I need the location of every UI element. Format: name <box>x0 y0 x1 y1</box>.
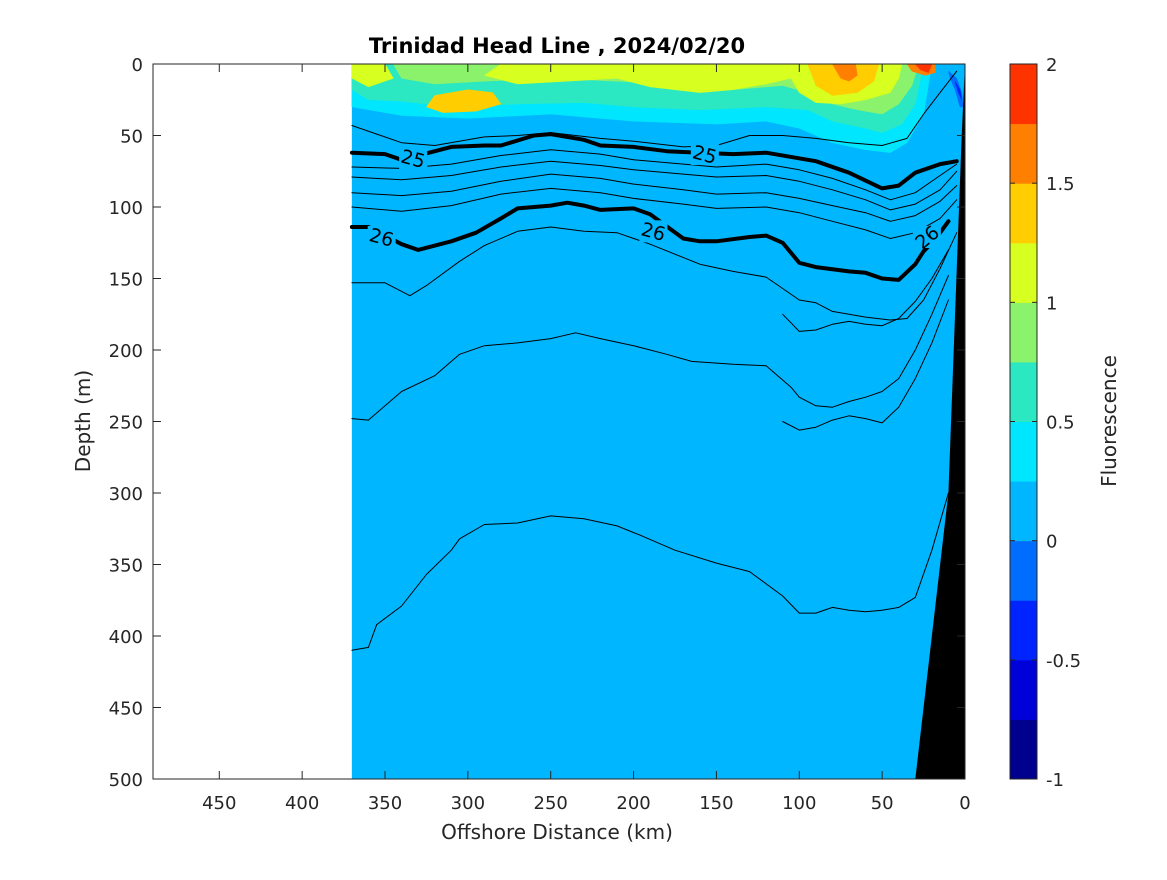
x-tick-label: 200 <box>616 793 650 814</box>
contour-label-bg <box>690 143 719 166</box>
isopycnal-line-8 <box>351 275 949 421</box>
fluorescence-fill-7 <box>832 64 858 82</box>
colorbar-tick-label: 1 <box>1046 293 1057 314</box>
y-tick-label: 450 <box>109 699 143 720</box>
colorbar-tick-label: 1.5 <box>1046 174 1075 195</box>
y-axis-label: Depth (m) <box>71 370 95 472</box>
colorbar-swatch <box>1010 600 1037 661</box>
colorbar: 2 1.5 1 0.5 0 -0.5 -1 <box>1009 55 1081 791</box>
x-tick-label: 0 <box>959 793 970 814</box>
colorbar-tick-label: 0.5 <box>1046 413 1075 434</box>
x-tick-label: 300 <box>451 793 485 814</box>
y-tick-label: 250 <box>109 413 143 434</box>
x-tick-label: 400 <box>285 793 319 814</box>
y-tick-label: 200 <box>109 341 143 362</box>
y-tick-label: 500 <box>109 770 143 791</box>
colorbar-tick-label: -1 <box>1046 770 1064 791</box>
colorbar-swatch <box>1010 421 1037 482</box>
isopycnal-26-line <box>349 200 951 282</box>
y-tick-label: 100 <box>109 198 143 219</box>
x-axis-label: Offshore Distance (km) <box>441 820 673 844</box>
y-tick-label: 50 <box>120 127 143 148</box>
colorbar-swatch <box>1010 183 1037 244</box>
y-tick-label: 350 <box>109 556 143 577</box>
fluorescence-fill-5 <box>425 89 502 113</box>
colorbar-tick-label: 2 <box>1046 55 1057 76</box>
fluorescence-fill-6 <box>807 64 880 96</box>
x-tick-label: 350 <box>368 793 402 814</box>
contour-label-bg <box>912 226 941 249</box>
colorbar-swatch <box>1010 481 1037 542</box>
isopycnal-line-11 <box>782 249 949 332</box>
isopycnal-line-5 <box>351 187 958 239</box>
isopycnal-line-2 <box>351 149 958 201</box>
fluorescence-fill-4 <box>351 64 394 88</box>
isopycnal-25-line <box>349 132 959 191</box>
colorbar-label: Fluorescence <box>1097 355 1121 487</box>
fluorescence-fill-11 <box>954 81 962 100</box>
colorbar-tick-label: -0.5 <box>1046 651 1081 672</box>
colorbar-swatch <box>1010 64 1037 125</box>
seafloor-mask <box>915 64 965 779</box>
isopycnal-line-3 <box>351 160 958 211</box>
y-axis: 0 50 100 150 200 250 300 350 400 450 500 <box>109 55 965 791</box>
contour-label-bg <box>367 226 396 249</box>
contour-label-bg <box>399 147 428 170</box>
isopycnal-line-7 <box>351 226 958 321</box>
colorbar-tick-label: 0 <box>1046 532 1057 553</box>
x-tick-label: 250 <box>534 793 568 814</box>
contour-label-bg <box>639 220 668 243</box>
x-tick-label: 50 <box>871 793 894 814</box>
colorbar-swatch <box>1010 242 1037 303</box>
y-tick-label: 300 <box>109 484 143 505</box>
colorbar-swatch <box>1010 361 1037 422</box>
isopycnal-line-4 <box>351 173 958 222</box>
fluorescence-fill-9 <box>914 64 933 73</box>
fluorescence-fill-3 <box>483 64 903 105</box>
x-tick-label: 150 <box>699 793 733 814</box>
plot-area <box>351 64 965 779</box>
x-axis: 450 400 350 300 250 200 150 100 50 0 <box>202 64 971 814</box>
y-tick-label: 400 <box>109 627 143 648</box>
isopycnal-line-9 <box>351 492 949 651</box>
field-base <box>351 64 965 779</box>
colorbar-swatch <box>1010 659 1037 720</box>
colorbar-swatch <box>1010 302 1037 363</box>
isopycnal-line-10 <box>782 299 949 431</box>
colorbar-swatch <box>1010 123 1037 184</box>
x-tick-label: 450 <box>202 793 236 814</box>
chart-title: Trinidad Head Line , 2024/02/20 <box>369 34 745 58</box>
colorbar-swatch <box>1010 540 1037 601</box>
x-tick-label: 100 <box>782 793 816 814</box>
colorbar-swatch <box>1010 719 1037 780</box>
y-tick-label: 0 <box>132 55 143 76</box>
fluorescence-fill-10 <box>947 70 964 108</box>
y-tick-label: 150 <box>109 270 143 291</box>
